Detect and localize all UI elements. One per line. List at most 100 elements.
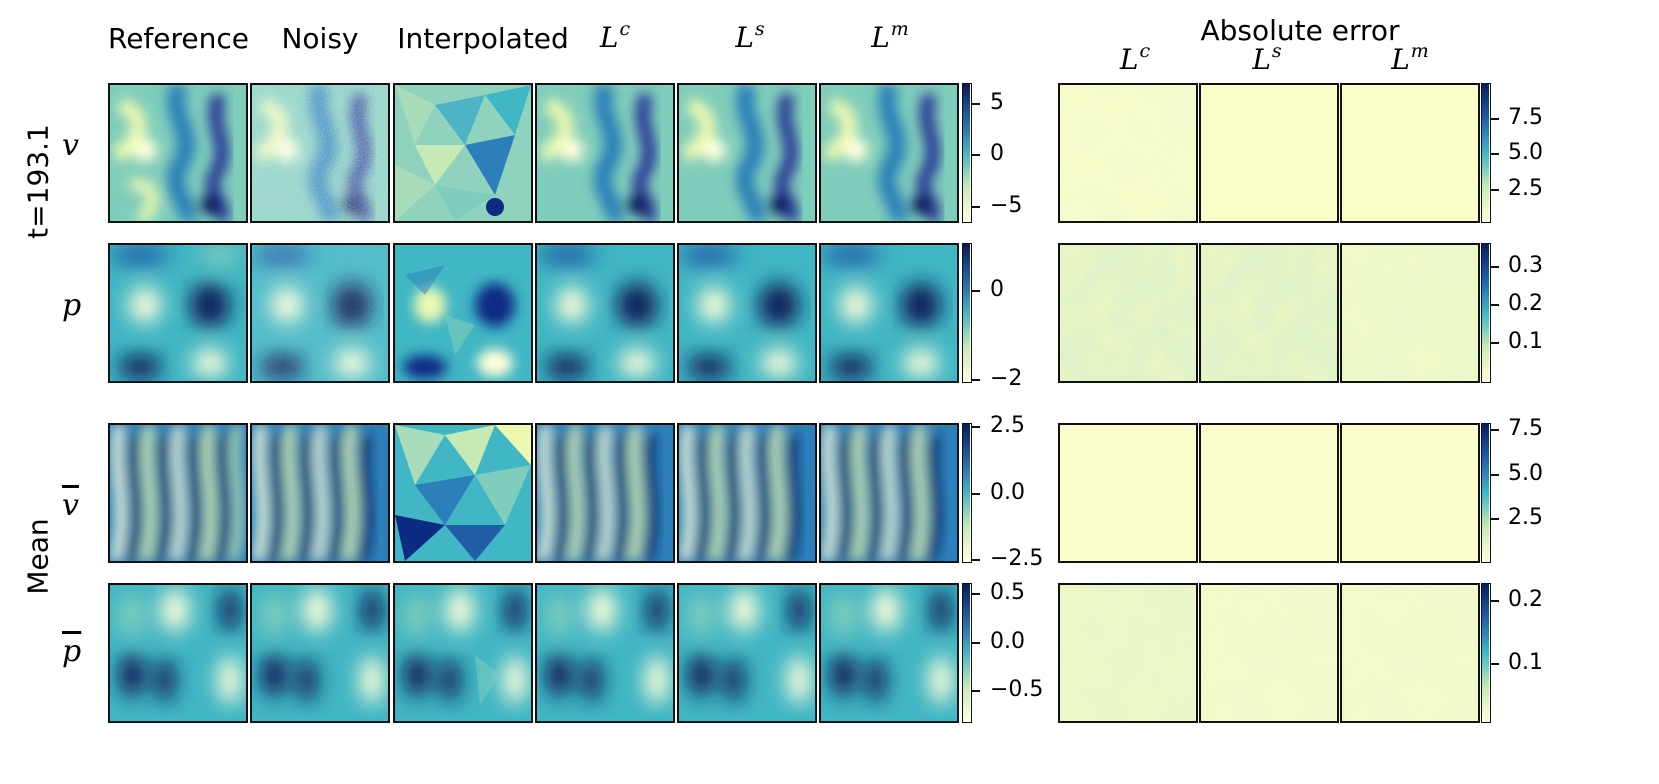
- colorbar-tick-label: 5.0: [1508, 461, 1543, 486]
- colorbar-tick-label: 0.1: [1508, 650, 1543, 675]
- col-header-reference: Reference: [108, 22, 249, 55]
- colorbar-tick: [1491, 663, 1499, 665]
- panel-p-lm: [819, 243, 959, 383]
- colorbar-tick: [1491, 518, 1499, 520]
- group-label-time: t=193.1: [21, 124, 55, 239]
- colorbar-tick: [972, 559, 980, 561]
- panel-p-error-lc: [1058, 243, 1198, 383]
- colorbar-tick-label: 5.0: [1508, 140, 1543, 165]
- panel-pbar-error-ls: [1199, 583, 1339, 723]
- error-section-title: Absolute error: [1200, 14, 1400, 47]
- panel-pbar-error-lc: [1058, 583, 1198, 723]
- colorbar-tick-label: 0.1: [1508, 329, 1543, 354]
- colorbar-tick-label: 7.5: [1508, 416, 1543, 441]
- colorbar-tick: [972, 593, 980, 595]
- colorbar-tick-label: −0.5: [990, 677, 1044, 702]
- colorbar-tick: [972, 690, 980, 692]
- row-label-v: v: [62, 128, 79, 163]
- colorbar-tick: [1491, 118, 1499, 120]
- row-label-pbar: p: [62, 634, 82, 669]
- panel-v-ls: [677, 83, 817, 223]
- panel-vbar-error-lm: [1340, 423, 1480, 563]
- panel-v-error-lm: [1340, 83, 1480, 223]
- colorbar-tick: [972, 642, 980, 644]
- row-label-vbar: v: [62, 488, 79, 523]
- colorbar-v-error: [1481, 83, 1491, 223]
- panel-pbar-noisy: [250, 583, 390, 723]
- colorbar-vbar: [962, 423, 972, 563]
- colorbar-tick: [972, 426, 980, 428]
- colorbar-tick: [1491, 429, 1499, 431]
- panel-p-ls: [677, 243, 817, 383]
- panel-vbar-ls: [677, 423, 817, 563]
- colorbar-tick-label: −2: [990, 366, 1023, 391]
- panel-v-reference: [108, 83, 248, 223]
- colorbar-tick: [972, 206, 980, 208]
- panel-v-error-lc: [1058, 83, 1198, 223]
- colorbar-tick: [1491, 474, 1499, 476]
- panel-v-lm: [819, 83, 959, 223]
- panel-vbar-noisy: [250, 423, 390, 563]
- panel-vbar-error-lc: [1058, 423, 1198, 563]
- err-header-lc: Lc: [1119, 40, 1151, 76]
- panel-pbar-reference: [108, 583, 248, 723]
- colorbar-tick-label: 0.0: [990, 480, 1025, 505]
- colorbar-tick-label: −5: [990, 193, 1023, 218]
- colorbar-tick-label: 0.2: [1508, 587, 1543, 612]
- col-header-noisy: Noisy: [281, 22, 359, 55]
- colorbar-tick: [1491, 304, 1499, 306]
- colorbar-tick: [972, 154, 980, 156]
- panel-vbar-lm: [819, 423, 959, 563]
- colorbar-tick: [972, 493, 980, 495]
- colorbar-tick-label: 0.2: [1508, 291, 1543, 316]
- colorbar-v: [962, 83, 972, 223]
- colorbar-tick-label: 5: [990, 90, 1004, 115]
- panel-p-error-ls: [1199, 243, 1339, 383]
- col-header-interpolated: Interpolated: [397, 22, 569, 55]
- panel-vbar-lc: [535, 423, 675, 563]
- panel-v-lc: [535, 83, 675, 223]
- panel-p-lc: [535, 243, 675, 383]
- colorbar-tick-label: 2.5: [990, 413, 1025, 438]
- panel-p-reference: [108, 243, 248, 383]
- colorbar-vbar-error: [1481, 423, 1491, 563]
- err-header-lm: Lm: [1391, 40, 1429, 76]
- panel-vbar-interpolated: [393, 423, 533, 563]
- col-header-lm: Lm: [871, 18, 909, 54]
- col-header-ls: Ls: [735, 18, 765, 54]
- colorbar-p-error: [1481, 243, 1491, 383]
- colorbar-tick: [1491, 153, 1499, 155]
- panel-p-interpolated: [393, 243, 533, 383]
- colorbar-tick-label: 0: [990, 277, 1004, 302]
- panel-pbar-interpolated: [393, 583, 533, 723]
- panel-pbar-lm: [819, 583, 959, 723]
- colorbar-tick: [972, 290, 980, 292]
- col-header-lc: Lc: [599, 18, 631, 54]
- row-label-p: p: [62, 288, 82, 323]
- panel-vbar-reference: [108, 423, 248, 563]
- panel-v-interpolated: [393, 83, 533, 223]
- panel-p-noisy: [250, 243, 390, 383]
- group-label-mean: Mean: [21, 518, 55, 595]
- colorbar-tick: [1491, 189, 1499, 191]
- panel-pbar-ls: [677, 583, 817, 723]
- colorbar-tick: [1491, 342, 1499, 344]
- colorbar-tick: [1491, 266, 1499, 268]
- colorbar-pbar-error: [1481, 583, 1491, 723]
- colorbar-tick: [1491, 600, 1499, 602]
- panel-p-error-lm: [1340, 243, 1480, 383]
- colorbar-tick-label: 0.5: [990, 580, 1025, 605]
- colorbar-tick-label: 0.3: [1508, 253, 1543, 278]
- panel-pbar-error-lm: [1340, 583, 1480, 723]
- colorbar-tick-label: 7.5: [1508, 105, 1543, 130]
- colorbar-tick-label: 0.0: [990, 629, 1025, 654]
- colorbar-p: [962, 243, 972, 383]
- err-header-ls: Ls: [1252, 40, 1282, 76]
- colorbar-tick-label: 2.5: [1508, 176, 1543, 201]
- panel-pbar-lc: [535, 583, 675, 723]
- colorbar-tick-label: 2.5: [1508, 505, 1543, 530]
- panel-v-error-ls: [1199, 83, 1339, 223]
- panel-vbar-error-ls: [1199, 423, 1339, 563]
- colorbar-tick: [972, 103, 980, 105]
- colorbar-tick-label: 0: [990, 141, 1004, 166]
